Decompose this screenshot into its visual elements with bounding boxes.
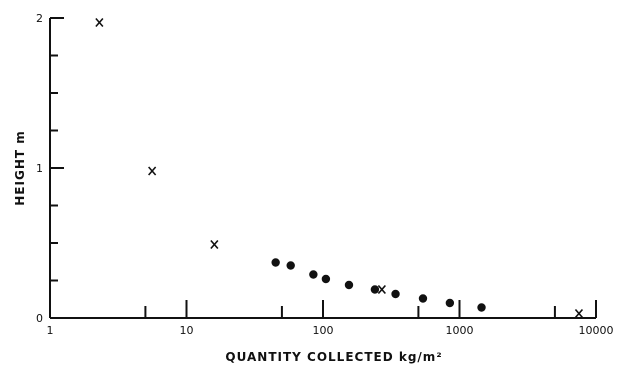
data-point-dot [418,294,428,303]
data-point-dot [370,285,380,294]
y-tick-label: 1 [36,162,43,175]
axes [49,18,596,319]
data-point-dot [271,258,280,267]
ticks [50,17,597,318]
x-tick-label: 10000 [579,324,614,337]
x-tick-label: 1000 [446,324,474,337]
x-marker-stroke [574,308,584,319]
x-marker-stroke [377,284,386,295]
data-point-dot [286,261,295,270]
x-marker-stroke [210,239,219,250]
data-point-dot [321,274,331,284]
y-axis-title: HEIGHT m [13,130,27,205]
x-tick-label: 100 [313,324,334,337]
data-point-dot [445,298,455,308]
data-points [95,17,584,319]
y-tick-label: 2 [36,12,43,25]
x-axis-title: QUANTITY COLLECTED kg/m² [225,350,442,364]
data-point-dot [309,270,318,279]
x-marker-stroke [148,166,157,176]
x-marker-stroke [95,17,104,28]
y-tick-label: 0 [36,312,43,325]
data-point-x [377,284,386,295]
x-tick-label: 10 [180,324,194,337]
data-point-dot [344,280,354,290]
data-point-x [95,17,104,28]
data-point-x [574,308,584,319]
data-point-dot [391,289,400,299]
data-point-x [210,239,219,250]
data-point-x [148,166,157,176]
x-tick-label: 1 [47,324,54,337]
data-point-dot [477,303,486,312]
